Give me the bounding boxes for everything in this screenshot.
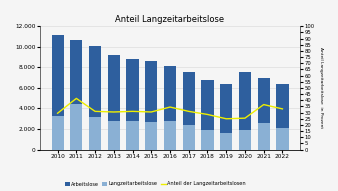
Bar: [70, 40, 82, 150]
Anteil der Langzeitarbeitslosen: [243, 117, 247, 119]
Anteil der Langzeitarbeitslosen: [130, 110, 135, 112]
Anteil der Langzeitarbeitslosen: [55, 112, 59, 114]
Bar: [51, 35, 64, 150]
Y-axis label: Anteil Langzeitarbeitslose  in Prozent: Anteil Langzeitarbeitslose in Prozent: [319, 47, 323, 129]
Bar: [164, 66, 176, 150]
Bar: [70, 104, 82, 150]
Anteil der Langzeitarbeitslosen: [168, 106, 172, 108]
Bar: [276, 84, 289, 150]
Anteil der Langzeitarbeitslosen: [112, 111, 116, 113]
Anteil der Langzeitarbeitslosen: [224, 118, 228, 120]
Anteil der Langzeitarbeitslosen: [281, 108, 285, 110]
Bar: [220, 133, 232, 150]
Anteil der Langzeitarbeitslosen: [262, 104, 266, 106]
Anteil der Langzeitarbeitslosen: [187, 110, 191, 112]
Bar: [145, 122, 158, 150]
Bar: [108, 56, 120, 150]
Bar: [183, 125, 195, 150]
Bar: [220, 84, 232, 150]
Bar: [201, 129, 214, 150]
Bar: [239, 72, 251, 150]
Bar: [126, 121, 139, 150]
Bar: [183, 72, 195, 150]
Anteil der Langzeitarbeitslosen: [93, 110, 97, 112]
Bar: [51, 116, 64, 150]
Title: Anteil Langzeitarbeitslose: Anteil Langzeitarbeitslose: [116, 15, 224, 24]
Bar: [201, 80, 214, 150]
Bar: [108, 121, 120, 150]
Anteil der Langzeitarbeitslosen: [206, 113, 210, 116]
Bar: [164, 121, 176, 150]
Bar: [126, 59, 139, 150]
Line: Anteil der Langzeitarbeitslosen: Anteil der Langzeitarbeitslosen: [57, 98, 283, 119]
Bar: [239, 130, 251, 150]
Bar: [145, 61, 158, 150]
Anteil der Langzeitarbeitslosen: [149, 111, 153, 113]
Bar: [89, 46, 101, 150]
Bar: [258, 78, 270, 150]
Bar: [258, 123, 270, 150]
Anteil der Langzeitarbeitslosen: [74, 97, 78, 100]
Bar: [89, 117, 101, 150]
Bar: [276, 128, 289, 150]
Legend: Arbeitslose, Langzeitarbeitslose, Anteil der Langzeitarbeitslosen: Arbeitslose, Langzeitarbeitslose, Anteil…: [63, 180, 248, 189]
